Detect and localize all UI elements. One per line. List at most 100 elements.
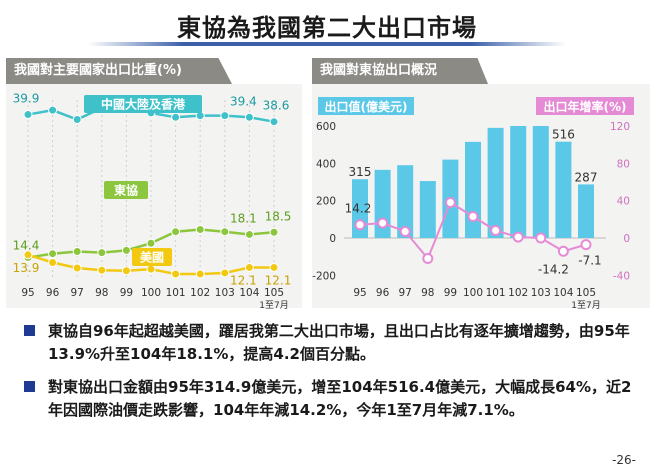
left-series-point bbox=[220, 268, 230, 278]
right-y-left-tick: 600 bbox=[316, 121, 336, 133]
left-data-label: 13.9 bbox=[13, 261, 40, 275]
left-data-label: 39.9 bbox=[13, 92, 40, 106]
left-x-tick-sublabel: 1至7月 bbox=[259, 300, 288, 311]
left-series-point bbox=[220, 227, 230, 237]
right-growth-point bbox=[399, 225, 411, 237]
bullet-text: 東協自96年起超越美國，躍居我第二大出口市場，且出口占比有逐年擴增趨勢，由95年… bbox=[48, 322, 630, 363]
left-series-point bbox=[171, 112, 181, 122]
right-x-tick-label: 98 bbox=[421, 287, 434, 299]
left-data-label: 14.4 bbox=[13, 239, 40, 253]
right-x-tick-label: 100 bbox=[463, 287, 483, 299]
left-series-name-box bbox=[132, 248, 172, 266]
bullet-text: 對東協出口金額由95年314.9億美元，增至104年516.4億美元，大幅成長6… bbox=[48, 378, 632, 419]
left-series-point bbox=[244, 112, 254, 122]
right-y-left-tick: 0 bbox=[329, 233, 336, 245]
right-growth-point bbox=[580, 239, 592, 251]
left-data-label: 18.1 bbox=[230, 211, 257, 225]
right-x-tick-sublabel: 1至7月 bbox=[571, 300, 600, 311]
left-series-name-label: 東協 bbox=[114, 183, 138, 198]
left-x-tick-label: 99 bbox=[120, 287, 133, 299]
right-x-tick-label: 96 bbox=[376, 287, 390, 299]
bullet-square-icon bbox=[24, 381, 35, 392]
right-x-tick-label: 103 bbox=[531, 287, 551, 299]
left-series-point bbox=[146, 264, 156, 274]
left-series-point bbox=[269, 117, 279, 127]
left-series-name-label: 中國大陸及香港 bbox=[101, 97, 186, 112]
left-series-point bbox=[269, 262, 279, 272]
right-y-left-tick: 400 bbox=[316, 158, 336, 170]
left-series-point bbox=[146, 238, 156, 248]
left-x-tick-label: 102 bbox=[190, 287, 210, 299]
right-axis-right-label-box bbox=[536, 97, 634, 115]
left-panel-title: 我國對主要國家出口比重(%) bbox=[6, 58, 232, 84]
right-growth-point bbox=[354, 219, 366, 231]
left-series-point bbox=[195, 269, 205, 279]
left-series-name-box bbox=[84, 95, 202, 113]
right-axis-right-label: 出口年增率(%) bbox=[544, 99, 627, 114]
right-growth-label: -7.1 bbox=[578, 254, 601, 268]
right-bar-label: 287 bbox=[575, 170, 598, 184]
left-series-point bbox=[48, 249, 58, 259]
left-series-name-label: 美國 bbox=[140, 250, 164, 265]
right-growth-point bbox=[377, 217, 389, 229]
right-y-right-tick: 80 bbox=[617, 158, 630, 170]
right-bar bbox=[578, 184, 594, 238]
left-data-label: 12.1 bbox=[230, 273, 257, 287]
right-x-tick-label: 104 bbox=[553, 287, 573, 299]
right-growth-point bbox=[444, 197, 456, 209]
left-series-point bbox=[48, 258, 58, 267]
right-growth-point bbox=[512, 231, 524, 243]
bullet-list: 東協自96年起超越美國，躍居我第二大出口市場，且出口占比有逐年擴增趨勢，由95年… bbox=[20, 320, 640, 432]
left-series-point bbox=[97, 248, 107, 258]
bullet-item: 東協自96年起超越美國，躍居我第二大出口市場，且出口占比有逐年擴增趨勢，由95年… bbox=[20, 320, 640, 366]
right-y-left-tick: -200 bbox=[312, 270, 336, 282]
right-y-right-tick: 120 bbox=[610, 121, 630, 133]
right-panel-title: 我國對東協出口概況 bbox=[312, 58, 488, 84]
right-x-tick-label: 101 bbox=[486, 287, 506, 299]
left-x-tick-label: 98 bbox=[95, 287, 108, 299]
right-bar-label: 315 bbox=[349, 165, 372, 179]
right-growth-point bbox=[535, 232, 547, 244]
left-series-point bbox=[72, 247, 82, 256]
right-axis-left-label-box bbox=[318, 97, 414, 115]
left-data-label: 12.1 bbox=[265, 273, 292, 287]
left-series-point bbox=[121, 266, 131, 276]
right-bar bbox=[487, 127, 504, 238]
right-growth-point bbox=[557, 245, 569, 257]
right-bar bbox=[397, 165, 414, 238]
left-x-tick-label: 103 bbox=[215, 287, 235, 299]
left-data-label: 18.5 bbox=[265, 209, 292, 223]
right-y-right-tick: 40 bbox=[617, 196, 630, 208]
left-x-tick-label: 95 bbox=[21, 287, 34, 299]
left-x-tick-label: 96 bbox=[46, 287, 60, 299]
right-bar bbox=[419, 181, 436, 238]
page-title: 東協為我國第二大出口市場 bbox=[177, 14, 477, 42]
left-series-point bbox=[72, 115, 82, 124]
left-series-point bbox=[220, 111, 230, 121]
right-bar bbox=[510, 126, 527, 238]
right-x-tick-label: 99 bbox=[444, 287, 457, 299]
right-growth-point bbox=[490, 225, 502, 237]
right-bar bbox=[465, 141, 481, 238]
left-series-point bbox=[48, 105, 58, 115]
left-x-tick-label: 100 bbox=[141, 287, 161, 299]
left-series-point bbox=[269, 227, 279, 237]
left-series-point bbox=[121, 245, 131, 255]
right-growth-point bbox=[422, 253, 434, 265]
right-axis-left-label: 出口值(億美元) bbox=[325, 99, 408, 114]
left-series-point bbox=[23, 250, 33, 260]
right-growth-label: -14.2 bbox=[538, 262, 569, 276]
right-y-right-tick: 0 bbox=[623, 233, 630, 245]
left-series-point bbox=[171, 227, 181, 237]
right-bar bbox=[532, 126, 549, 238]
left-series-point bbox=[72, 263, 82, 273]
left-series-point bbox=[171, 269, 181, 279]
left-series-name-box bbox=[104, 181, 148, 199]
left-x-tick-label: 97 bbox=[71, 287, 84, 299]
right-growth-point bbox=[467, 211, 479, 223]
right-x-tick-label: 102 bbox=[508, 287, 528, 299]
left-series-point bbox=[244, 229, 254, 239]
right-x-tick-label: 97 bbox=[399, 287, 412, 299]
page-number: -26- bbox=[612, 453, 636, 467]
